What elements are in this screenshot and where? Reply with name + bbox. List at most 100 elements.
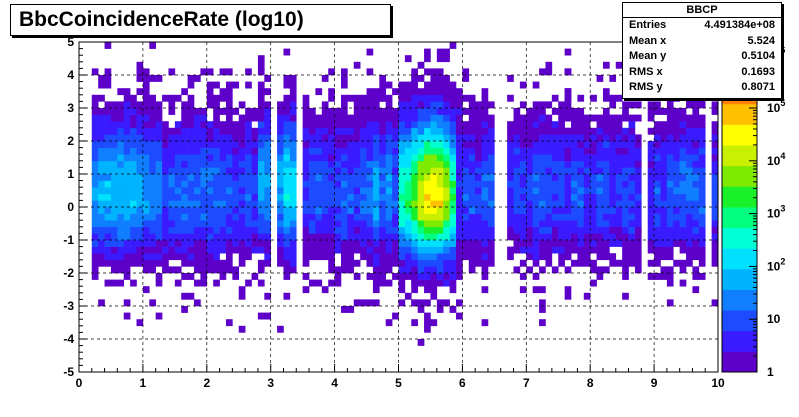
heatmap-cell: [404, 114, 412, 122]
heatmap-cell: [245, 121, 252, 129]
heatmap-cell: [449, 42, 457, 49]
heatmap-cell: [647, 233, 655, 241]
heatmap-cell: [91, 226, 99, 234]
heatmap-cell: [468, 253, 476, 261]
heatmap-cell: [130, 127, 137, 135]
heatmap-cell: [98, 127, 105, 135]
heatmap-cell: [436, 187, 444, 195]
heatmap-cell: [698, 134, 706, 142]
heatmap-cell: [257, 167, 265, 175]
heatmap-cell: [385, 108, 393, 115]
heatmap-cell: [225, 226, 233, 234]
heatmap-cell: [136, 88, 144, 96]
heatmap-cell: [91, 220, 99, 228]
heatmap-cell: [366, 134, 374, 142]
heatmap-cell: [366, 174, 374, 181]
heatmap-cell: [443, 160, 450, 168]
heatmap-cell: [225, 319, 233, 327]
heatmap-cell: [679, 187, 687, 195]
heatmap-cell: [149, 200, 156, 208]
heatmap-cell: [647, 200, 655, 208]
heatmap-cell: [155, 226, 163, 234]
heatmap-cell: [98, 121, 105, 129]
heatmap-cell: [551, 200, 559, 208]
heatmap-cell: [372, 134, 380, 142]
heatmap-cell: [590, 207, 597, 214]
heatmap-cell: [366, 114, 374, 122]
heatmap-cell: [372, 187, 380, 195]
heatmap-cell: [360, 233, 367, 241]
heatmap-cell: [238, 246, 246, 254]
heatmap-cell: [398, 266, 406, 274]
heatmap-cell: [340, 81, 348, 89]
heatmap-cell: [615, 114, 623, 122]
heatmap-cell: [634, 226, 642, 234]
heatmap-cell: [225, 101, 233, 109]
heatmap-cell: [577, 121, 585, 129]
heatmap-cell: [609, 154, 617, 162]
heatmap-cell: [539, 121, 546, 129]
heatmap-cell: [424, 134, 431, 142]
heatmap-cell: [251, 141, 259, 148]
heatmap-cell: [200, 253, 208, 261]
color-scale-swatch: [722, 351, 757, 373]
heatmap-cell: [481, 141, 489, 148]
heatmap-cell: [181, 207, 188, 214]
heatmap-cell: [487, 240, 495, 247]
heatmap-cell: [692, 147, 700, 155]
heatmap-cell: [411, 200, 418, 208]
heatmap-cell: [200, 160, 208, 168]
heatmap-cell: [398, 134, 406, 142]
heatmap-cell: [424, 160, 431, 168]
heatmap-cell: [411, 213, 418, 221]
heatmap-cell: [213, 114, 220, 122]
heatmap-cell: [686, 253, 693, 261]
heatmap-cell: [168, 127, 176, 135]
heatmap-cell: [238, 101, 246, 109]
heatmap-cell: [411, 273, 418, 280]
heatmap-cell: [366, 160, 374, 168]
heatmap-cell: [328, 167, 335, 175]
heatmap-cell: [232, 180, 240, 188]
heatmap-cell: [692, 273, 700, 280]
heatmap-cell: [277, 207, 284, 214]
heatmap-cell: [468, 94, 476, 102]
heatmap-cell: [334, 279, 342, 287]
heatmap-cell: [558, 193, 565, 201]
heatmap-cell: [283, 246, 291, 254]
heatmap-cell: [136, 114, 144, 122]
heatmap-cell: [353, 207, 361, 214]
heatmap-cell: [328, 121, 335, 129]
heatmap-cell: [194, 174, 201, 181]
heatmap-cell: [302, 286, 310, 294]
heatmap-cell: [149, 193, 156, 201]
heatmap-cell: [206, 94, 214, 102]
heatmap-cell: [449, 81, 457, 89]
heatmap-cell: [117, 266, 125, 274]
heatmap-cell: [213, 147, 220, 155]
heatmap-cell: [673, 213, 680, 221]
heatmap-cell: [187, 246, 195, 254]
heatmap-cell: [181, 292, 188, 300]
heatmap-cell: [609, 220, 617, 228]
heatmap-cell: [238, 233, 246, 241]
heatmap-cell: [398, 213, 406, 221]
heatmap-cell: [449, 193, 457, 201]
heatmap-cell: [526, 134, 533, 142]
heatmap-cell: [654, 167, 661, 175]
heatmap-cell: [251, 226, 259, 234]
heatmap-cell: [219, 147, 227, 155]
heatmap-cell: [564, 193, 572, 201]
heatmap-cell: [366, 253, 374, 261]
heatmap-cell: [225, 187, 233, 195]
heatmap-cell: [468, 127, 476, 135]
heatmap-cell: [698, 180, 706, 188]
heatmap-cell: [507, 253, 514, 261]
heatmap-cell: [283, 147, 291, 155]
heatmap-cell: [385, 200, 393, 208]
heatmap-cell: [615, 141, 623, 148]
x-tick-label: 4: [331, 376, 338, 390]
heatmap-cell: [385, 213, 393, 221]
heatmap-cell: [321, 253, 329, 261]
heatmap-cell: [392, 134, 399, 142]
